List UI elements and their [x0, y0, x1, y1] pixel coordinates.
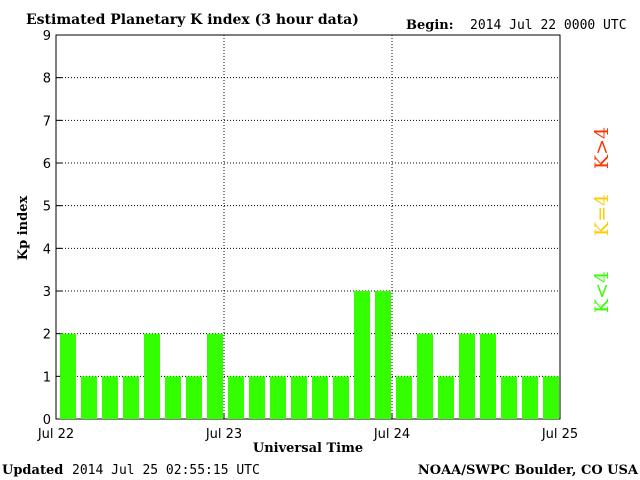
- kp-bar: [228, 376, 244, 419]
- kp-bar: [438, 376, 454, 419]
- begin-value: 2014 Jul 22 0000 UTC: [470, 18, 627, 33]
- kp-bar: [60, 333, 76, 419]
- grid-lines: [55, 34, 561, 420]
- x-tick-label: Jul 22: [37, 427, 74, 442]
- x-tick-label: Jul 24: [373, 427, 410, 442]
- kp-bar: [102, 376, 118, 419]
- legend-high: K>4: [591, 127, 613, 169]
- y-tick-label: 1: [43, 370, 51, 385]
- kp-bar: [165, 376, 181, 419]
- y-tick-label: 4: [43, 242, 51, 257]
- source-credit: NOAA/SWPC Boulder, CO USA: [418, 463, 639, 478]
- kp-bar: [123, 376, 139, 419]
- y-tick-label: 6: [43, 157, 51, 172]
- updated-label: Updated: [2, 463, 63, 478]
- bar-series: [60, 291, 559, 419]
- kp-bar: [144, 333, 160, 419]
- x-axis-label: Universal Time: [253, 441, 363, 456]
- kp-bar: [522, 376, 538, 419]
- x-tick-label: Jul 23: [205, 427, 242, 442]
- y-tick-labels: 0 1 2 3 4 5 6 7 8 9: [43, 29, 51, 428]
- y-tick-label: 3: [43, 285, 51, 300]
- kp-bar: [459, 333, 475, 419]
- kp-bar: [543, 376, 559, 419]
- y-tick-label: 5: [43, 200, 51, 215]
- kp-bar: [501, 376, 517, 419]
- plot-frame: [55, 34, 561, 420]
- kp-bar: [417, 333, 433, 419]
- kp-bar: [81, 376, 97, 419]
- y-tick-label: 9: [43, 29, 51, 44]
- kp-bar: [375, 291, 391, 419]
- kp-bar: [480, 333, 496, 419]
- kp-bar: [207, 333, 223, 419]
- y-tick-label: 2: [43, 328, 51, 343]
- y-tick-label: 0: [43, 413, 51, 428]
- chart-title: Estimated Planetary K index (3 hour data…: [26, 12, 359, 28]
- kp-bar: [312, 376, 328, 419]
- kp-bar: [333, 376, 349, 419]
- y-tick-label: 7: [43, 114, 51, 129]
- y-axis-label: Kp index: [16, 196, 31, 261]
- legend-low: K<4: [591, 271, 613, 313]
- x-tick-label: Jul 25: [541, 427, 578, 442]
- kp-bar: [270, 376, 286, 419]
- legend-mid: K=4: [591, 194, 613, 236]
- kp-bar: [186, 376, 202, 419]
- kp-bar: [354, 291, 370, 419]
- begin-label: Begin:: [406, 18, 454, 33]
- y-tick-label: 8: [43, 72, 51, 87]
- updated-value: 2014 Jul 25 02:55:15 UTC: [72, 463, 260, 478]
- kp-bar: [396, 376, 412, 419]
- kp-bar: [291, 376, 307, 419]
- x-tick-labels: Jul 22 Jul 23 Jul 24 Jul 25: [37, 427, 578, 442]
- kp-bar: [249, 376, 265, 419]
